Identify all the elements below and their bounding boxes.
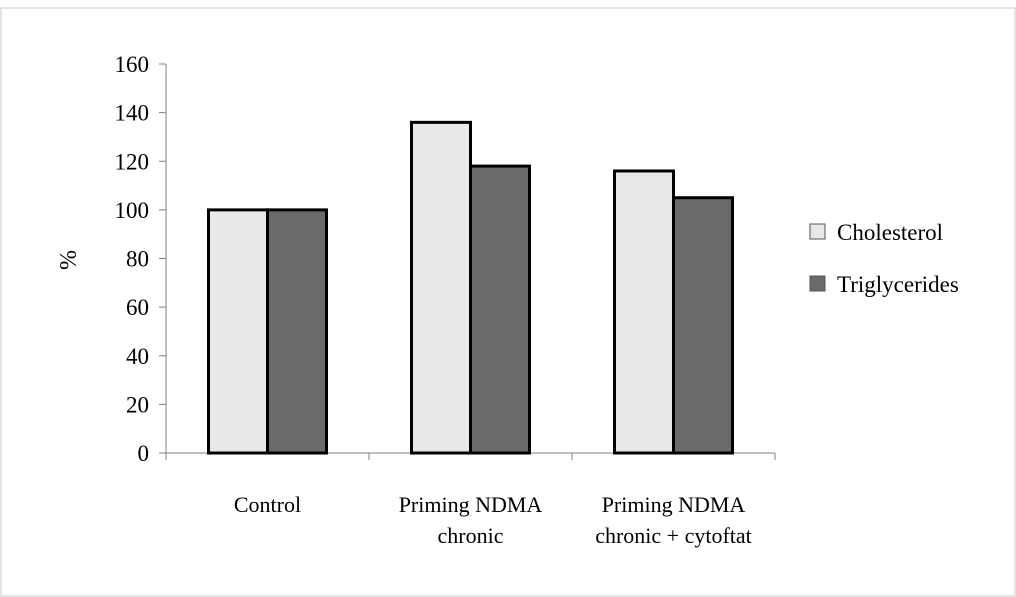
y-tick-label: 0 — [138, 441, 150, 466]
legend: Cholesterol Triglycerides — [809, 220, 959, 297]
x-category-label: Priming NDMA chronic + cytoftat — [595, 492, 752, 548]
y-tick-label: 100 — [115, 198, 150, 223]
bar-cholesterol — [613, 169, 675, 455]
y-tick-label: 40 — [126, 344, 149, 369]
x-category-label-line: chronic + cytoftat — [595, 523, 752, 548]
bar-triglycerides — [469, 164, 531, 455]
bar-cholesterol — [410, 120, 472, 455]
legend-swatch-cholesterol — [809, 223, 826, 240]
x-category-label: Control — [234, 492, 301, 517]
y-tick-label: 20 — [126, 392, 149, 417]
bar-cholesterol — [207, 208, 269, 455]
y-tick-label: 160 — [115, 52, 150, 77]
legend-swatch-triglycerides — [809, 275, 826, 292]
plot-area: 0 20 40 60 80 100 120 140 160 Control Priming NDMA… — [115, 52, 776, 548]
bar-triglycerides — [672, 196, 734, 455]
x-category-label-line: Priming NDMA — [399, 492, 543, 517]
y-tick-label: 120 — [115, 149, 150, 174]
legend-label-triglycerides: Triglycerides — [837, 272, 959, 297]
x-category-label-line: Control — [234, 492, 301, 517]
x-category-label-line: chronic — [438, 523, 504, 548]
x-category-label-line: Priming NDMA — [602, 492, 746, 517]
legend-label-cholesterol: Cholesterol — [837, 220, 943, 245]
x-category-label: Priming NDMA chronic — [399, 492, 543, 548]
y-tick-label: 140 — [115, 101, 150, 126]
y-tick-label: 60 — [126, 295, 149, 320]
bar-triglycerides — [266, 208, 328, 455]
y-tick-label: 80 — [126, 247, 149, 272]
y-axis-label: % — [56, 250, 82, 270]
